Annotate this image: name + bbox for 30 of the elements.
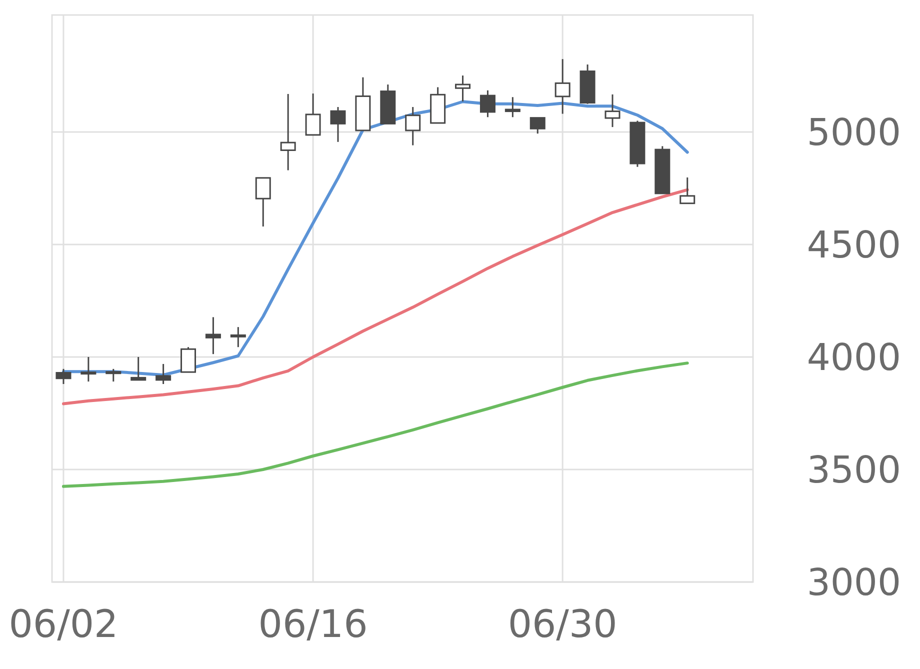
candlestick	[330, 106, 346, 143]
candlestick	[106, 368, 122, 382]
candlestick	[680, 176, 696, 204]
candlestick	[280, 93, 296, 171]
candlestick	[180, 346, 196, 373]
candlestick	[305, 92, 321, 136]
y-tick-label: 3000	[806, 560, 901, 604]
candlestick	[255, 177, 271, 228]
candlestick	[504, 96, 520, 118]
x-tick-label: 06/30	[508, 602, 618, 646]
y-tick-label: 4000	[806, 336, 901, 379]
x-tick-label: 06/02	[8, 602, 118, 646]
candlestick	[56, 368, 72, 385]
line-series	[62, 188, 689, 406]
candlestick	[530, 117, 546, 134]
candlestick	[205, 316, 221, 355]
candlestick	[156, 363, 172, 385]
candlestick	[230, 326, 246, 348]
candlestick	[130, 356, 146, 381]
candlestick	[80, 356, 96, 382]
candlestick	[604, 94, 620, 128]
candlestick	[405, 106, 421, 146]
candlestick	[554, 58, 570, 115]
candlestick	[480, 90, 496, 118]
x-tick-label: 06/16	[258, 602, 368, 646]
y-tick-label: 4500	[806, 223, 901, 266]
y-tick-label: 5000	[806, 110, 901, 154]
y-tick-label: 3500	[806, 448, 901, 492]
line-series	[62, 362, 689, 488]
candlestick	[455, 74, 471, 102]
